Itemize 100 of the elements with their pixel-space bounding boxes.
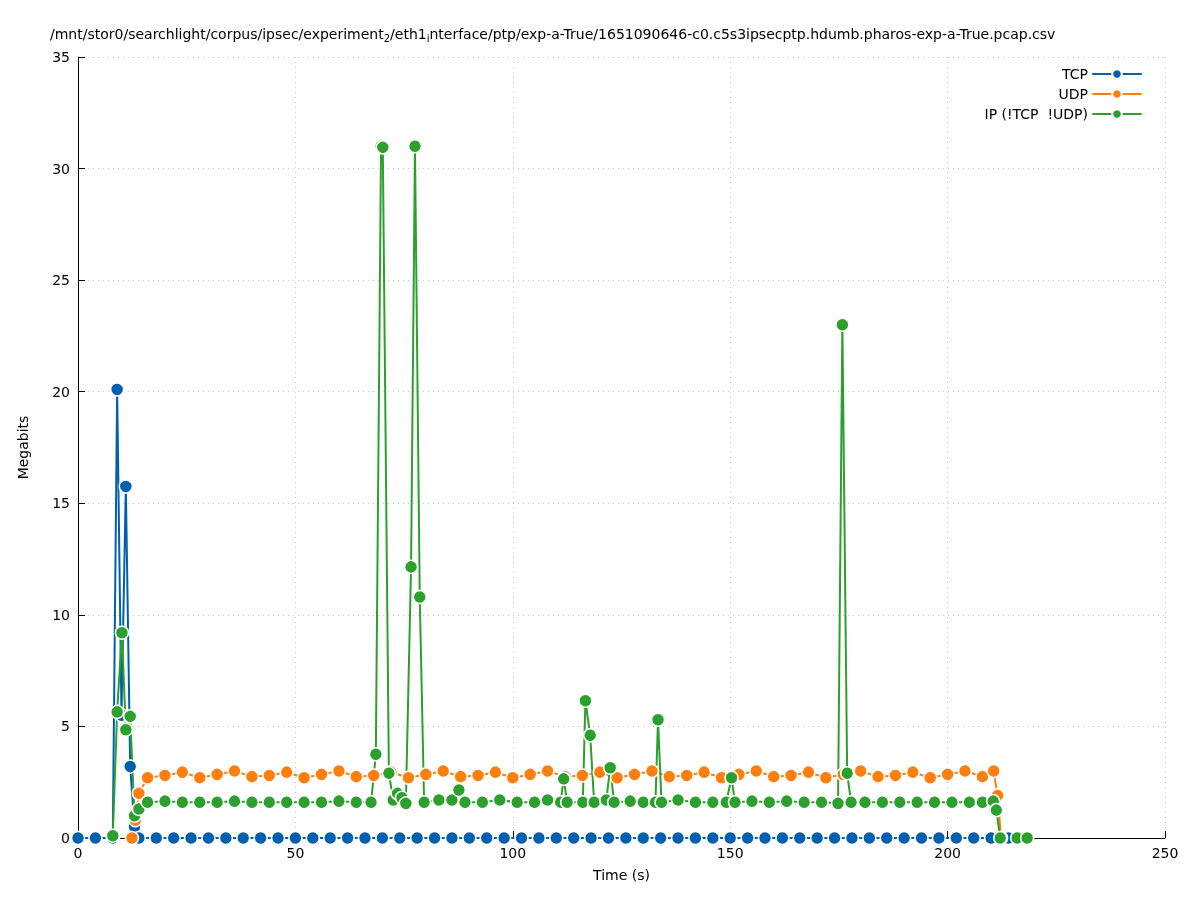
point xyxy=(905,764,921,780)
point xyxy=(896,830,912,846)
point xyxy=(757,830,773,846)
point xyxy=(740,830,755,846)
point xyxy=(462,830,477,846)
point xyxy=(696,764,712,780)
point xyxy=(766,769,781,784)
point xyxy=(70,830,86,846)
point xyxy=(609,770,625,785)
point xyxy=(949,830,964,846)
point xyxy=(705,830,721,846)
point xyxy=(357,830,373,846)
point xyxy=(401,770,416,785)
point xyxy=(957,763,973,779)
x-tick-label: 200 xyxy=(934,845,961,861)
x-tick-label: 150 xyxy=(716,845,744,861)
point xyxy=(583,830,599,846)
point xyxy=(262,768,277,783)
point xyxy=(627,767,642,782)
point xyxy=(670,830,686,846)
point xyxy=(124,830,140,846)
x-tick-label: 0 xyxy=(73,845,83,861)
point xyxy=(444,830,460,846)
point xyxy=(305,830,321,846)
point xyxy=(801,764,816,780)
point xyxy=(349,769,364,784)
point xyxy=(322,830,338,846)
point xyxy=(288,830,303,846)
y-tick-label: 15 xyxy=(52,495,70,512)
point xyxy=(314,767,329,782)
point xyxy=(549,830,564,846)
point xyxy=(109,382,125,397)
point xyxy=(375,830,390,846)
y-tick-label: 10 xyxy=(52,606,70,623)
point xyxy=(235,830,251,846)
point xyxy=(844,830,860,846)
point xyxy=(870,769,886,784)
y-tick-label: 25 xyxy=(52,272,70,289)
point xyxy=(531,830,547,846)
point xyxy=(792,830,808,846)
point xyxy=(409,830,425,846)
point xyxy=(366,768,381,783)
point xyxy=(201,830,216,846)
point xyxy=(749,763,764,779)
x-tick-label: 50 xyxy=(286,845,305,861)
legend-label: UDP xyxy=(1058,86,1088,102)
point xyxy=(636,830,651,846)
point xyxy=(775,830,790,846)
x-axis-title: Time (s) xyxy=(592,867,650,883)
point xyxy=(479,830,494,846)
point xyxy=(453,769,468,784)
point xyxy=(140,770,155,785)
point xyxy=(192,770,207,785)
point xyxy=(131,786,147,801)
point xyxy=(209,767,225,782)
point xyxy=(862,830,877,846)
point xyxy=(888,768,903,783)
point xyxy=(340,830,355,846)
point xyxy=(540,763,555,779)
point xyxy=(218,830,234,846)
point xyxy=(418,767,434,782)
point xyxy=(522,767,538,782)
point xyxy=(244,769,260,784)
point xyxy=(966,830,981,846)
legend-label: IP (!TCP !UDP) xyxy=(984,106,1088,122)
y-tick-label: 30 xyxy=(52,160,70,177)
y-axis-title: Megabits xyxy=(15,415,31,480)
point xyxy=(879,830,894,846)
point xyxy=(279,764,294,780)
point xyxy=(679,768,694,783)
point xyxy=(331,763,347,779)
x-tick-label: 100 xyxy=(499,845,527,861)
point xyxy=(166,830,181,846)
point xyxy=(931,830,947,846)
y-tick-label: 5 xyxy=(61,718,70,735)
point xyxy=(157,768,173,783)
point xyxy=(183,830,199,846)
point xyxy=(427,830,442,846)
point xyxy=(505,770,521,785)
point xyxy=(514,830,529,846)
point xyxy=(566,830,581,846)
y-tick-label: 20 xyxy=(52,383,70,400)
point xyxy=(270,830,286,846)
point xyxy=(296,770,312,785)
point xyxy=(644,763,660,779)
point xyxy=(601,830,616,846)
point xyxy=(118,479,134,494)
point xyxy=(470,768,486,783)
point xyxy=(914,830,929,846)
point xyxy=(783,768,799,783)
point xyxy=(436,763,451,779)
point xyxy=(253,830,268,846)
point xyxy=(149,830,164,846)
point xyxy=(809,830,825,846)
point xyxy=(688,830,703,846)
point xyxy=(653,830,668,846)
point xyxy=(488,764,503,780)
point xyxy=(722,830,738,846)
point xyxy=(922,770,938,785)
point xyxy=(662,769,677,784)
